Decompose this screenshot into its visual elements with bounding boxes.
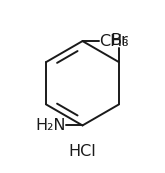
Text: Br: Br: [110, 33, 128, 48]
Text: HCl: HCl: [69, 144, 96, 159]
Text: H₂N: H₂N: [36, 118, 66, 133]
Text: CH₃: CH₃: [99, 34, 129, 49]
